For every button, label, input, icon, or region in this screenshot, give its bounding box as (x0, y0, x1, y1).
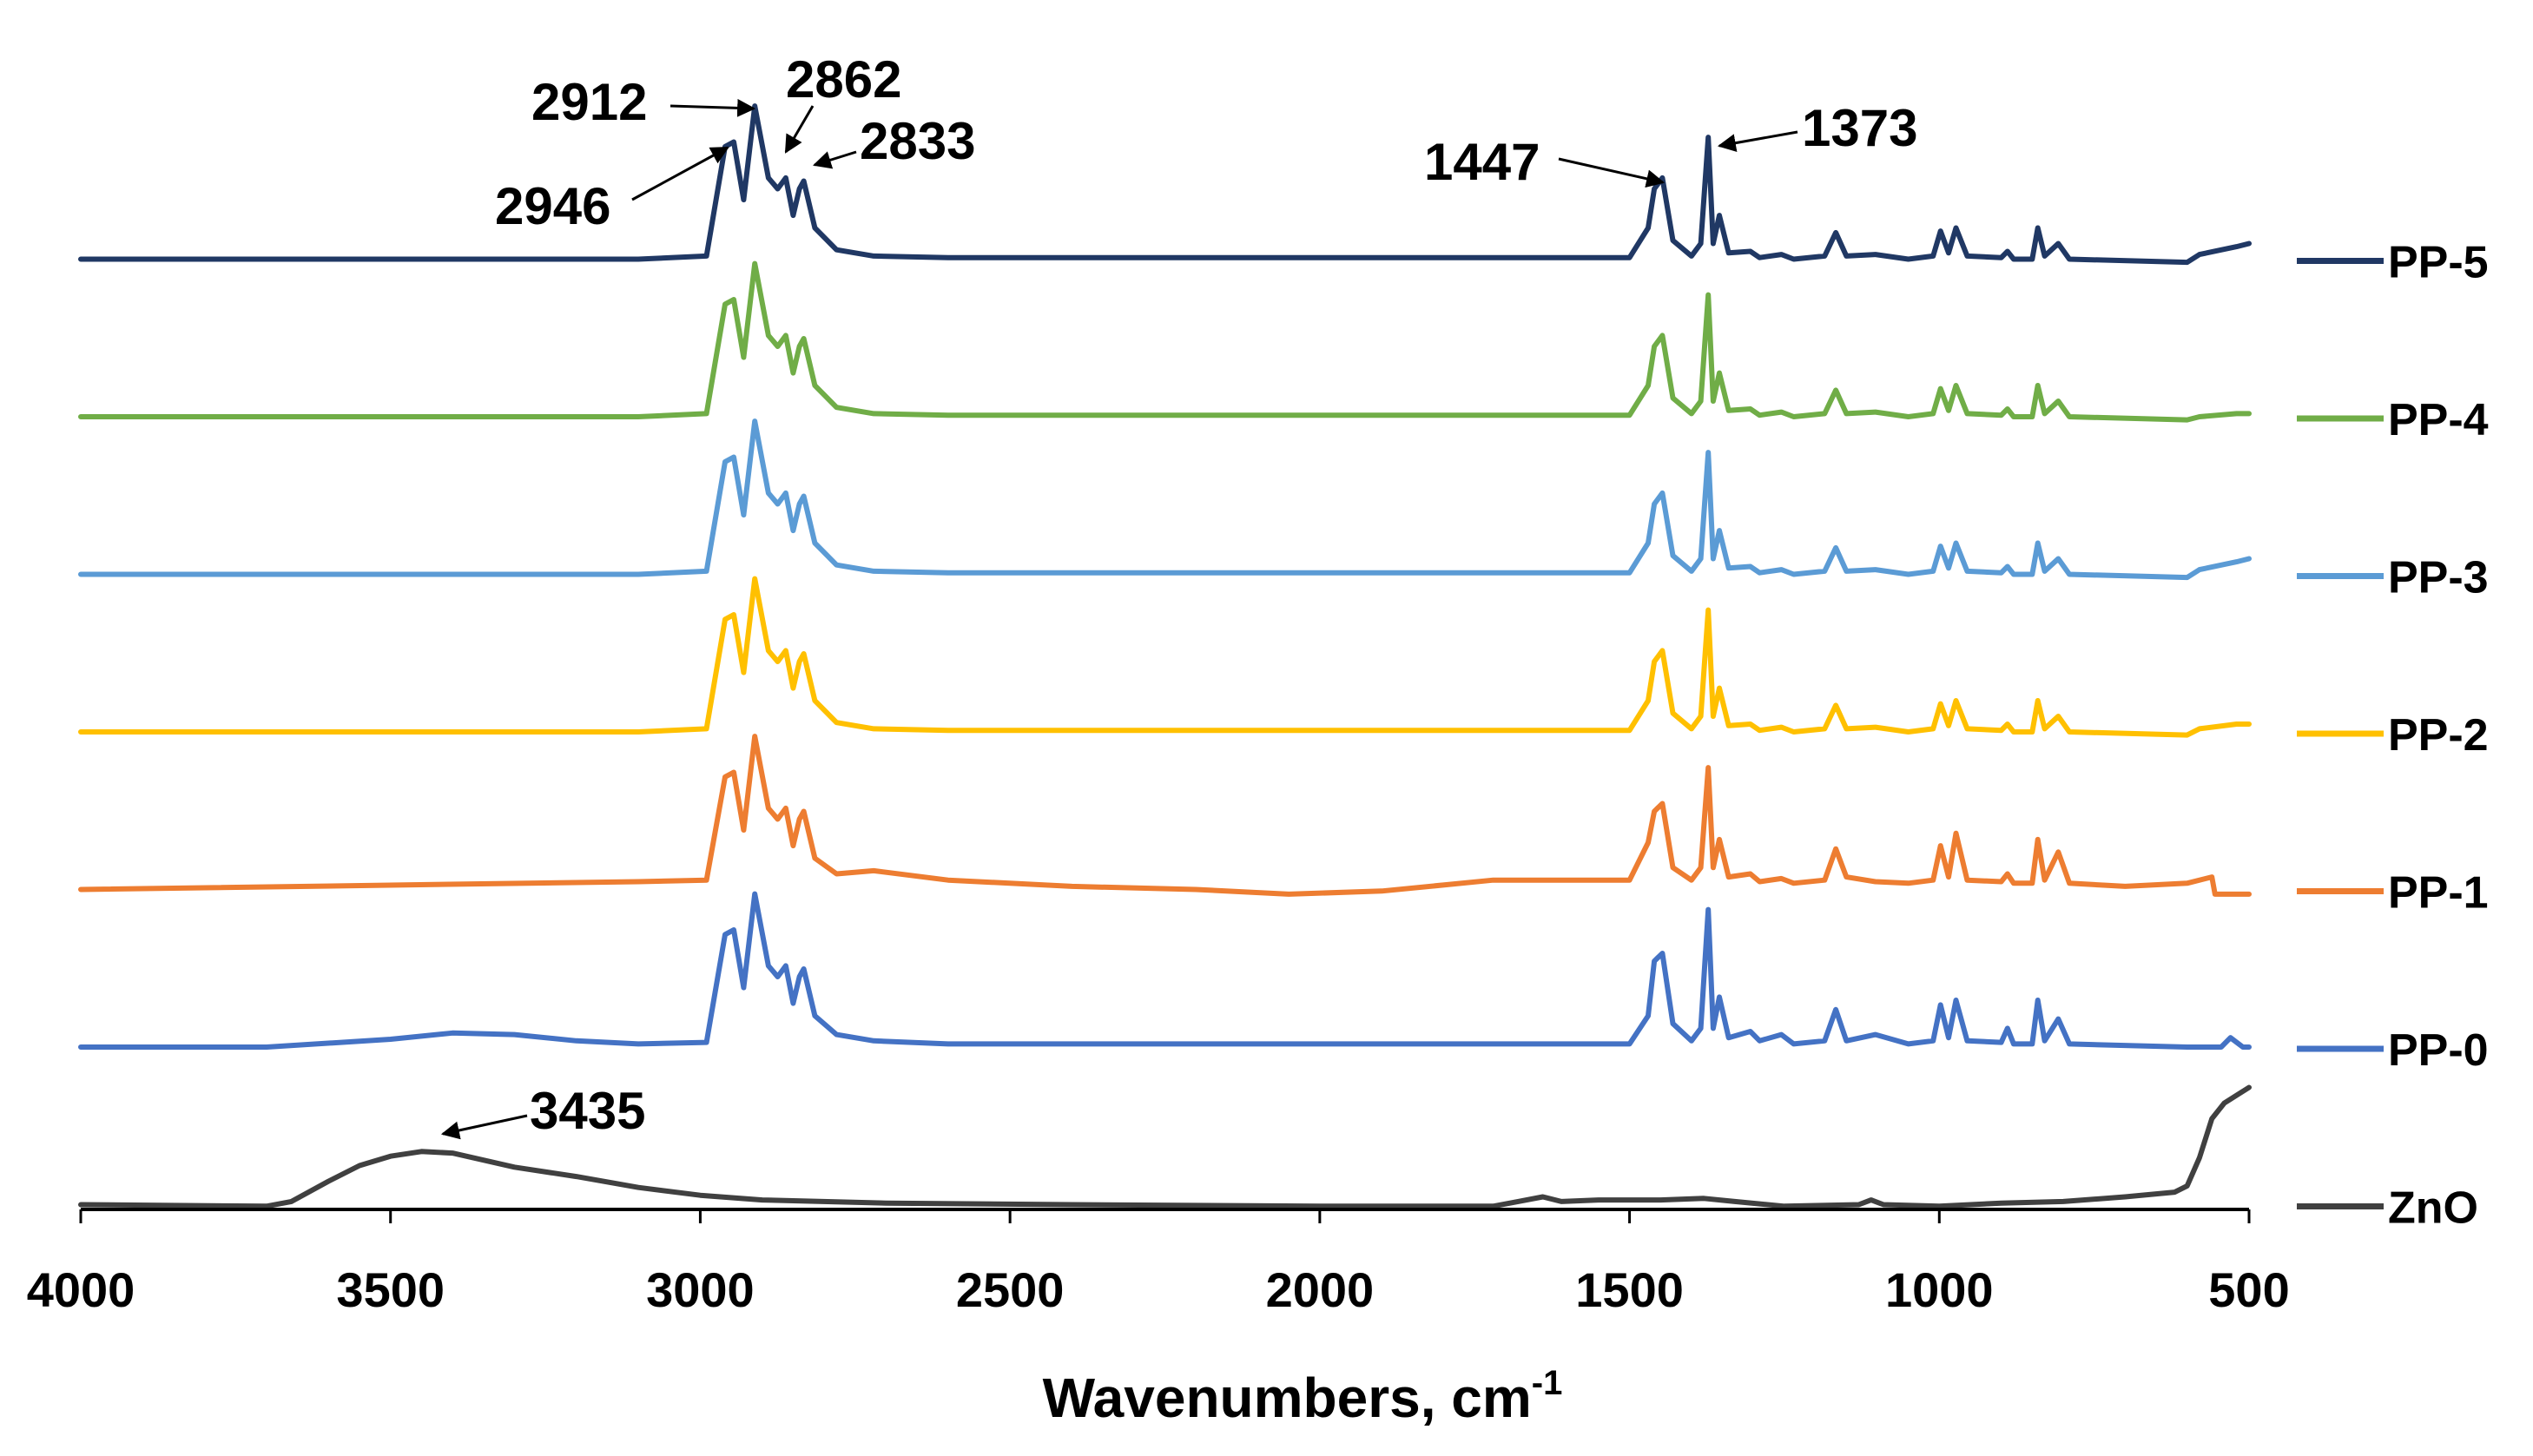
annotation-arrow-2862 (784, 105, 815, 154)
annotation-label-2833: 2833 (860, 112, 975, 170)
annotation-label-1447: 1447 (1424, 133, 1540, 191)
x-axis-title-superscript: -1 (1532, 1364, 1563, 1402)
legend-label-zno: ZnO (2388, 1183, 2478, 1234)
annotation-arrow-2833 (812, 150, 857, 169)
spectra-lines (78, 103, 2252, 1209)
annotation-label-2862: 2862 (786, 50, 901, 109)
annotation-arrow-1373 (1717, 130, 1798, 153)
annotation-arrow-1447 (1558, 157, 1666, 188)
x-tick-label-1000: 1000 (1885, 1262, 1994, 1317)
legend-label-pp-5: PP-5 (2388, 238, 2489, 288)
x-tick-label-3000: 3000 (646, 1262, 755, 1317)
x-tick-label-500: 500 (2208, 1262, 2289, 1317)
annotation-label-2946: 2946 (495, 177, 610, 235)
annotation-label-2912: 2912 (531, 73, 647, 131)
annotation-arrow-3435 (440, 1114, 528, 1140)
series-line-pp-5 (78, 103, 2252, 266)
series-line-pp-3 (78, 418, 2252, 581)
series-line-pp-1 (78, 734, 2252, 897)
legend-label-pp-1: PP-1 (2388, 868, 2489, 919)
annotation-arrow-2946 (631, 146, 729, 201)
legend-label-pp-4: PP-4 (2388, 395, 2489, 445)
series-line-pp-2 (78, 576, 2252, 738)
series-line-pp-4 (78, 260, 2252, 423)
legend-label-pp-2: PP-2 (2388, 710, 2489, 761)
x-axis-ticks: 4000 3500 3000 2500 2000 1500 1000 500 (27, 1209, 2290, 1317)
x-tick-label-4000: 4000 (27, 1262, 135, 1317)
x-tick-label-2000: 2000 (1266, 1262, 1375, 1317)
x-tick-label-1500: 1500 (1575, 1262, 1684, 1317)
annotation-label-3435: 3435 (530, 1082, 645, 1140)
x-axis-title: Wavenumbers, cm-1 (1043, 1364, 1563, 1429)
annotation-label-1373: 1373 (1802, 99, 1917, 157)
series-line-pp-0 (78, 891, 2252, 1050)
legend: PP-5 PP-4 PP-3 PP-2 PP-1 PP-0 ZnO (2297, 238, 2489, 1234)
x-axis-title-text: Wavenumbers, cm (1043, 1367, 1532, 1429)
x-tick-label-3500: 3500 (336, 1262, 445, 1317)
legend-label-pp-3: PP-3 (2388, 553, 2489, 603)
x-tick-label-2500: 2500 (956, 1262, 1065, 1317)
series-line-zno (78, 1084, 2252, 1209)
legend-label-pp-0: PP-0 (2388, 1025, 2489, 1076)
annotation-arrow-2912 (670, 98, 756, 117)
